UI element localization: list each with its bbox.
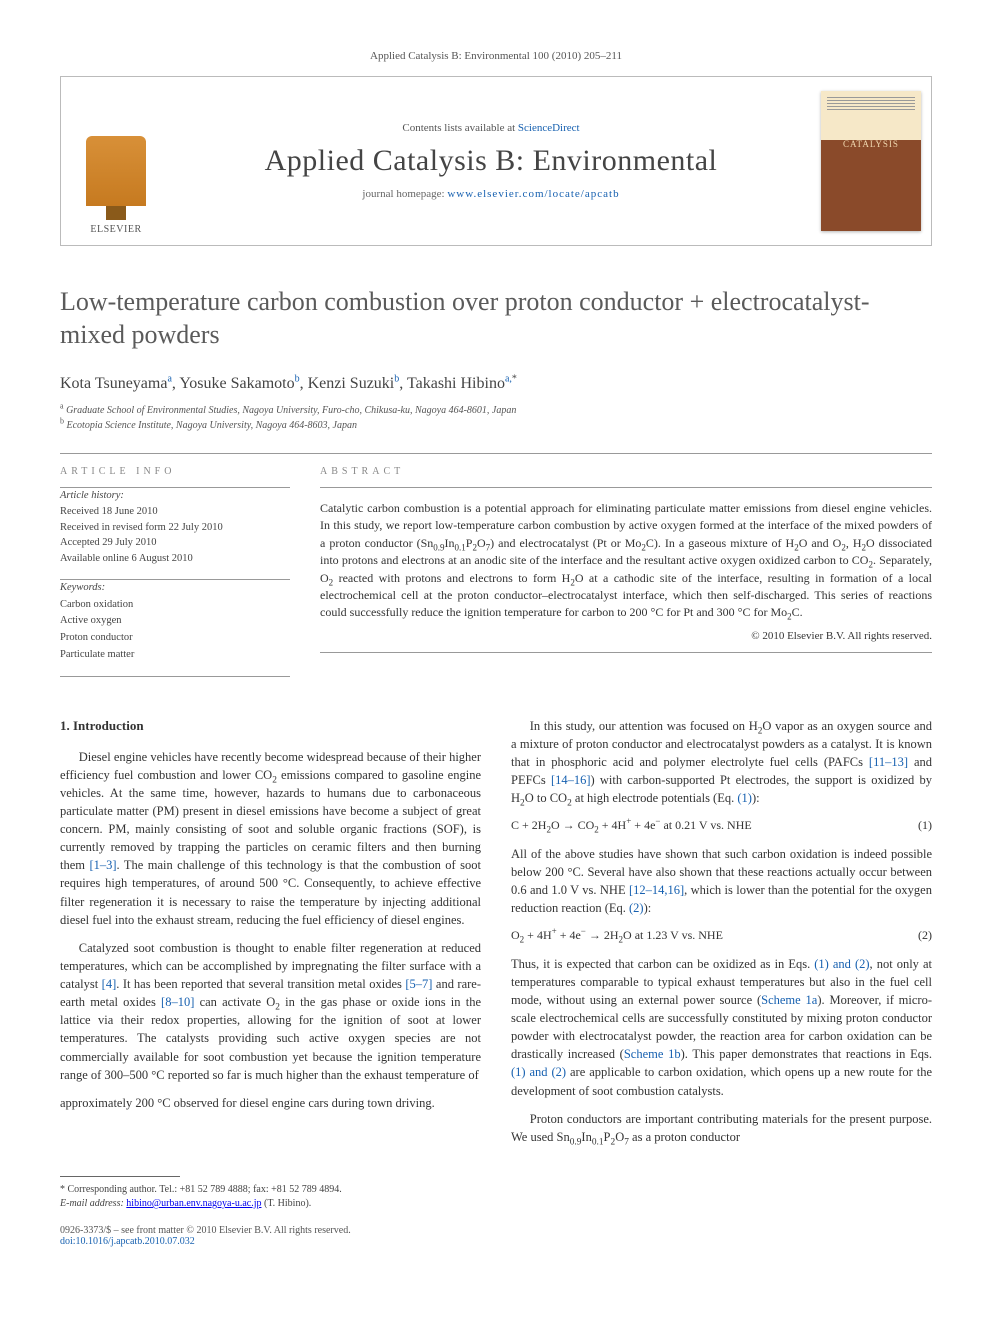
journal-homepage-line: journal homepage: www.elsevier.com/locat…: [171, 188, 811, 200]
keyword: Active oxygen: [60, 613, 290, 630]
abstract-text: Catalytic carbon combustion is a potenti…: [320, 488, 932, 622]
body-text: 1. Introduction Diesel engine vehicles h…: [60, 717, 932, 1146]
keywords-label: Keywords:: [60, 580, 290, 597]
paragraph: Diesel engine vehicles have recently bec…: [60, 748, 481, 929]
journal-cover-icon: [821, 91, 921, 231]
paragraph: In this study, our attention was focused…: [511, 717, 932, 808]
section-heading: 1. Introduction: [60, 717, 481, 736]
publisher-label: ELSEVIER: [90, 224, 141, 235]
equation-1: C + 2H2O → CO2 + 4H+ + 4e− at 0.21 V vs.…: [511, 817, 932, 834]
divider: [320, 652, 932, 653]
divider: [60, 676, 290, 677]
journal-homepage-link[interactable]: www.elsevier.com/locate/apcatb: [447, 188, 619, 200]
contents-prefix: Contents lists available at: [402, 122, 517, 134]
paragraph: approximately 200 °C observed for diesel…: [60, 1094, 481, 1112]
paragraph: Proton conductors are important contribu…: [511, 1110, 932, 1146]
article-info-heading: ARTICLE INFO: [60, 454, 290, 487]
footnote-divider: [60, 1176, 180, 1177]
keyword: Particulate matter: [60, 647, 290, 664]
equation-2: O2 + 4H+ + 4e− → 2H2O at 1.23 V vs. NHE …: [511, 927, 932, 944]
paragraph: All of the above studies have shown that…: [511, 845, 932, 918]
running-head: Applied Catalysis B: Environmental 100 (…: [60, 50, 932, 62]
elsevier-tree-icon: [86, 136, 146, 206]
footnotes: * Corresponding author. Tel.: +81 52 789…: [60, 1183, 479, 1211]
affiliation-b: Ecotopia Science Institute, Nagoya Unive…: [67, 420, 358, 431]
doi-link[interactable]: doi:10.1016/j.apcatb.2010.07.032: [60, 1236, 195, 1247]
abstract-heading: ABSTRACT: [320, 454, 932, 487]
author-list: Kota Tsuneyamaa, Yosuke Sakamotob, Kenzi…: [60, 375, 932, 393]
corresponding-author: * Corresponding author. Tel.: +81 52 789…: [60, 1183, 479, 1197]
history-online: Available online 6 August 2010: [60, 551, 290, 567]
email-label: E-mail address:: [60, 1198, 126, 1209]
email-suffix: (T. Hibino).: [261, 1198, 311, 1209]
history-received: Received 18 June 2010: [60, 504, 290, 520]
front-matter-line: 0926-3373/$ – see front matter © 2010 El…: [60, 1225, 351, 1236]
author-email-link[interactable]: hibino@urban.env.nagoya-u.ac.jp: [126, 1198, 261, 1209]
contents-available-line: Contents lists available at ScienceDirec…: [171, 122, 811, 134]
journal-header: ELSEVIER Contents lists available at Sci…: [60, 76, 932, 246]
history-label: Article history:: [60, 488, 290, 504]
history-revised: Received in revised form 22 July 2010: [60, 520, 290, 536]
paragraph: Catalyzed soot combustion is thought to …: [60, 939, 481, 1084]
paragraph: Thus, it is expected that carbon can be …: [511, 955, 932, 1100]
journal-cover-block: [811, 77, 931, 245]
journal-name: Applied Catalysis B: Environmental: [171, 144, 811, 178]
history-accepted: Accepted 29 July 2010: [60, 535, 290, 551]
article-title: Low-temperature carbon combustion over p…: [60, 286, 932, 351]
affiliations: a Graduate School of Environmental Studi…: [60, 403, 932, 433]
keyword: Carbon oxidation: [60, 597, 290, 614]
sciencedirect-link[interactable]: ScienceDirect: [518, 122, 580, 134]
publisher-logo-block: ELSEVIER: [61, 77, 171, 245]
keyword: Proton conductor: [60, 630, 290, 647]
equation-number: (2): [918, 927, 932, 944]
equation-number: (1): [918, 817, 932, 834]
abstract-copyright: © 2010 Elsevier B.V. All rights reserved…: [320, 630, 932, 642]
affiliation-a: Graduate School of Environmental Studies…: [66, 405, 516, 416]
homepage-prefix: journal homepage:: [362, 188, 447, 200]
